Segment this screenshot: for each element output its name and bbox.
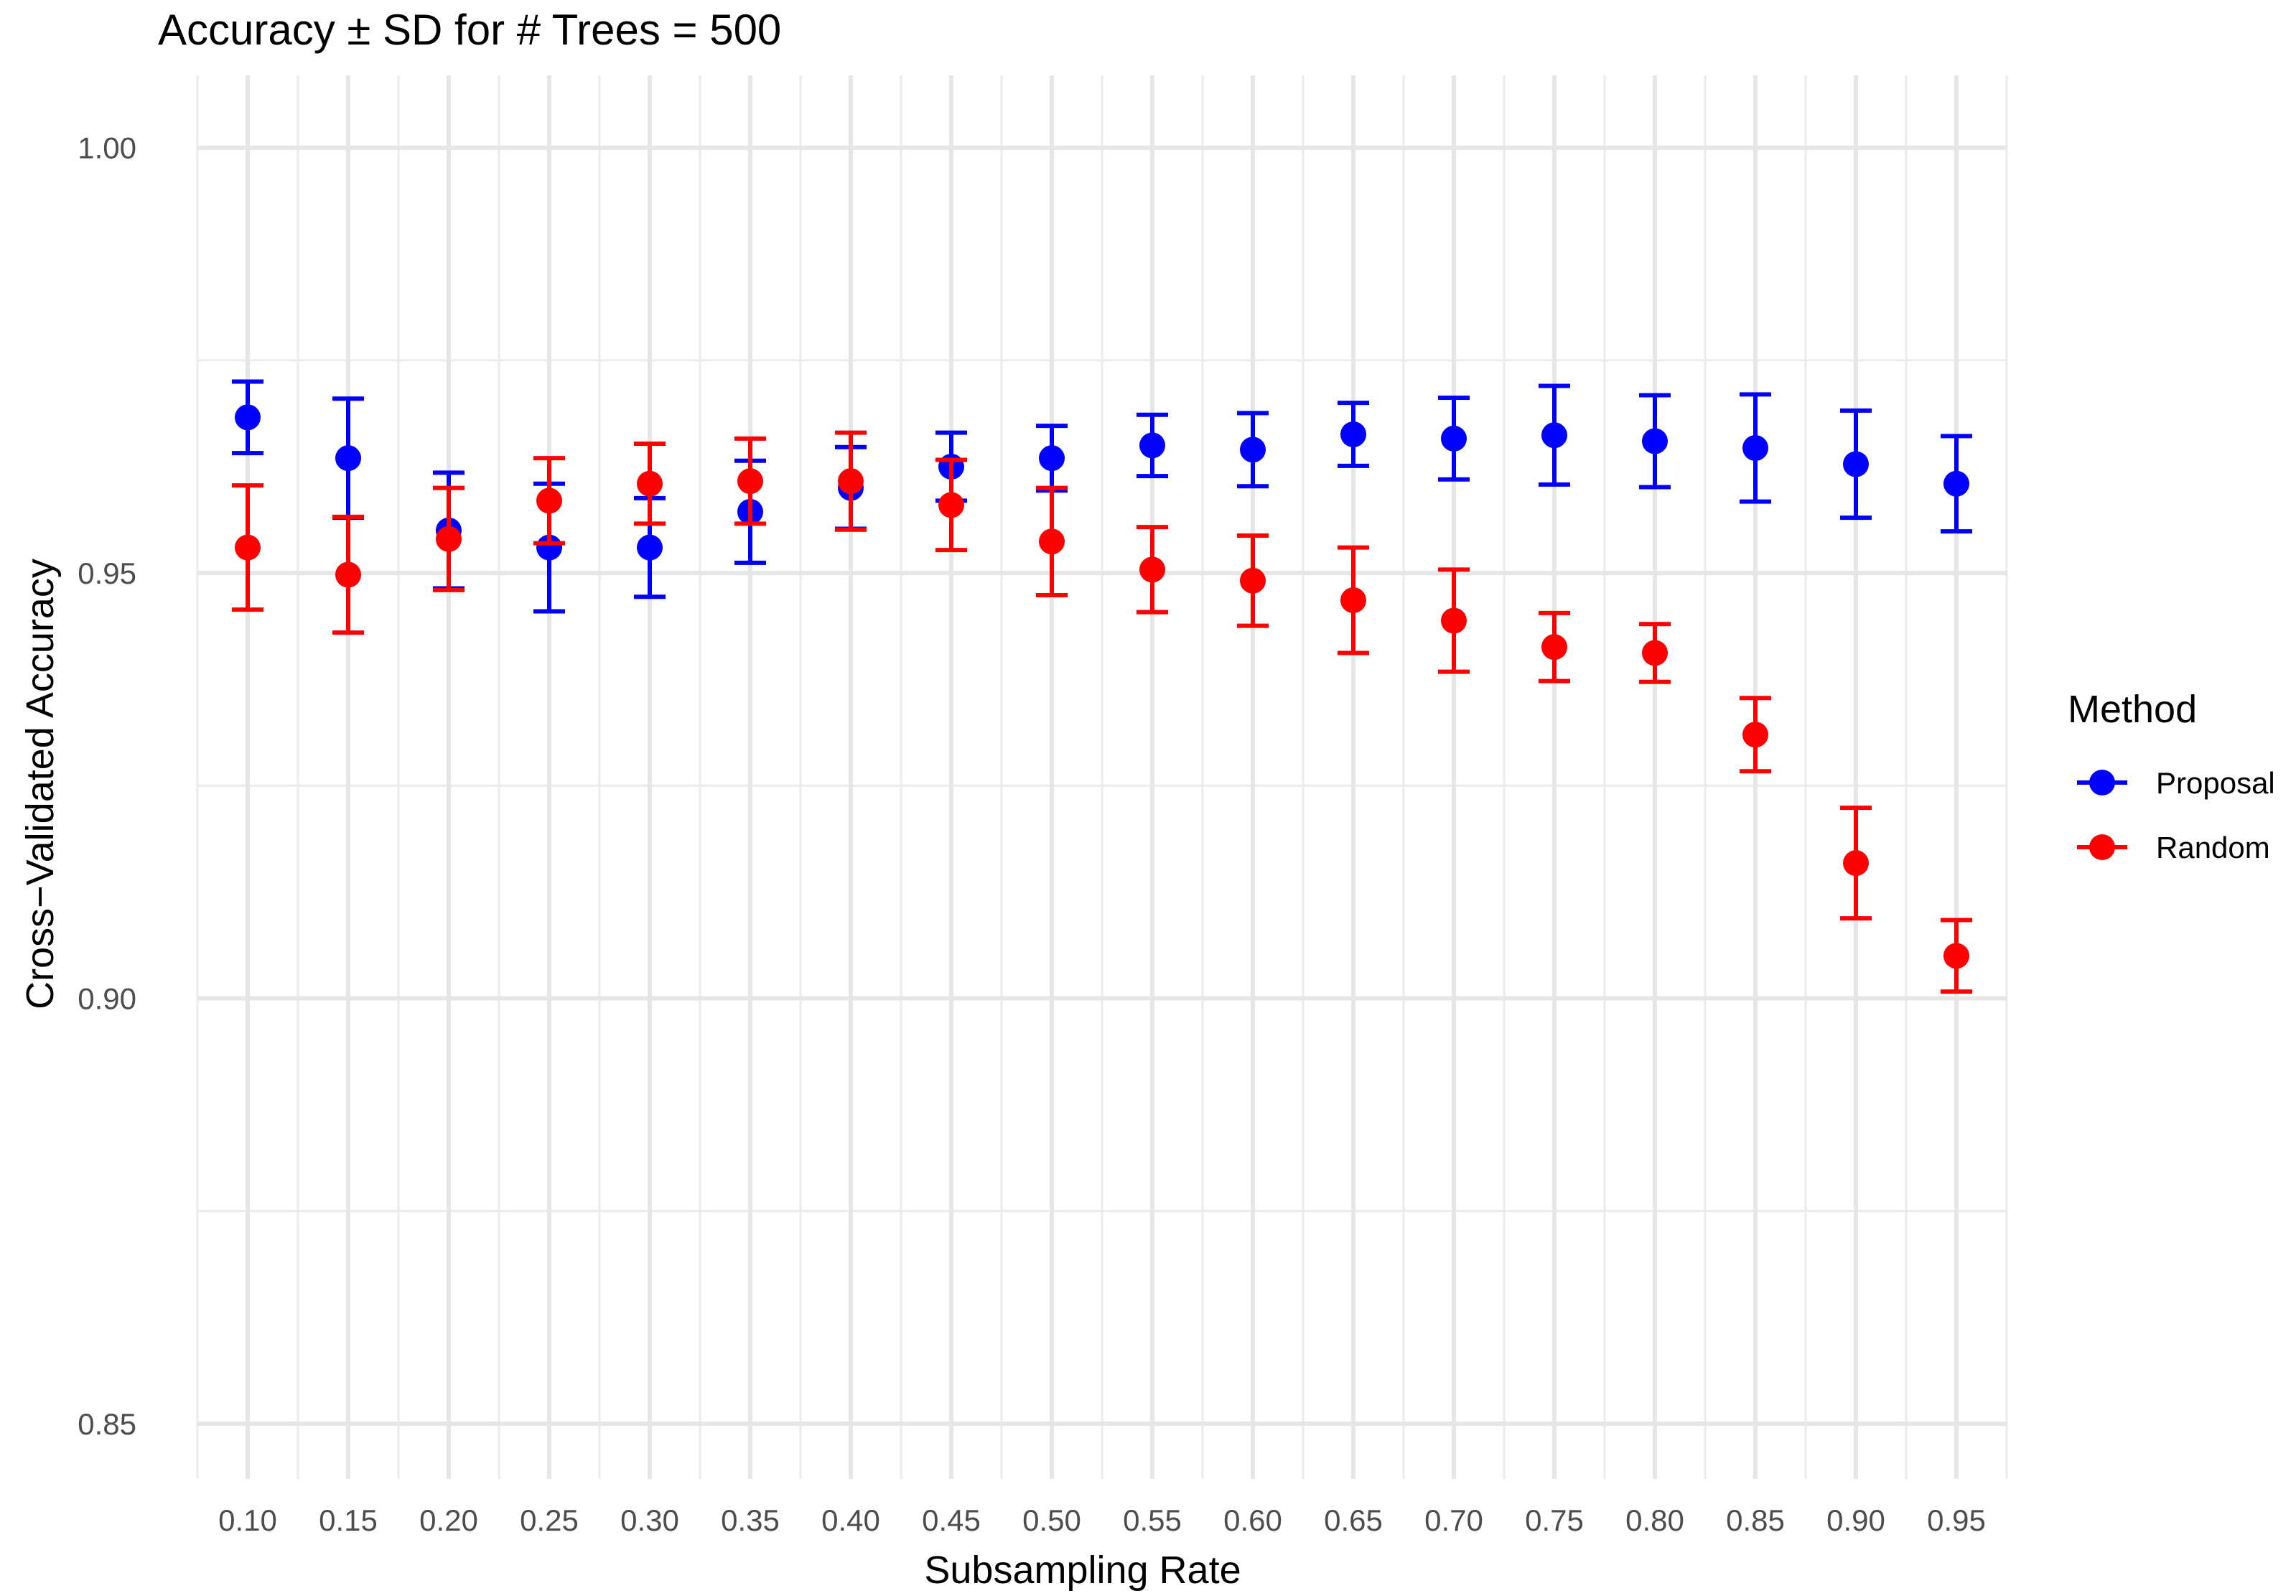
legend-key-point <box>2089 834 2115 860</box>
y-tick-label: 0.90 <box>78 982 136 1016</box>
y-tick-label: 1.00 <box>78 131 136 165</box>
legend-item-proposal: Proposal <box>2077 766 2275 800</box>
x-axis-ticks: 0.10 0.15 0.20 0.25 0.30 0.35 0.40 0.45 0.50 0.55… <box>218 1503 1986 1537</box>
x-tick-label: 0.25 <box>520 1503 579 1537</box>
data-point <box>1441 607 1467 634</box>
data-point <box>637 534 663 561</box>
y-axis-label: Cross−Validated Accuracy <box>19 559 62 1009</box>
data-point <box>1240 567 1266 594</box>
data-point <box>1642 428 1668 454</box>
data-point <box>1039 528 1065 555</box>
data-point <box>1340 421 1366 448</box>
data-point <box>1843 850 1869 877</box>
data-point <box>1541 634 1567 661</box>
series-random <box>232 430 1972 994</box>
x-tick-label: 0.45 <box>922 1503 981 1537</box>
data-point <box>536 487 562 514</box>
series-layer <box>232 379 1972 994</box>
x-axis-label: Subsampling Rate <box>924 1549 1241 1592</box>
legend-label: Proposal <box>2156 766 2275 800</box>
x-tick-label: 0.75 <box>1525 1503 1584 1537</box>
x-tick-label: 0.30 <box>620 1503 679 1537</box>
data-point <box>436 526 462 552</box>
y-tick-label: 0.85 <box>78 1407 136 1441</box>
data-point <box>1139 432 1165 459</box>
legend-title: Method <box>2068 688 2197 731</box>
x-tick-label: 0.20 <box>419 1503 478 1537</box>
x-tick-label: 0.95 <box>1927 1503 1986 1537</box>
legend-items: Proposal Random <box>2077 766 2275 864</box>
legend: Method Proposal Random <box>2068 688 2275 864</box>
data-point <box>335 561 361 588</box>
x-tick-label: 0.65 <box>1324 1503 1383 1537</box>
x-tick-label: 0.80 <box>1625 1503 1684 1537</box>
data-point <box>1742 722 1768 748</box>
grid-major <box>197 75 2007 1479</box>
x-tick-label: 0.40 <box>821 1503 880 1537</box>
data-point <box>536 534 562 561</box>
data-point <box>1340 587 1366 614</box>
data-point <box>1742 434 1768 461</box>
legend-item-random: Random <box>2077 831 2270 864</box>
data-point <box>235 404 261 431</box>
data-point <box>1039 445 1065 472</box>
data-point <box>737 468 763 495</box>
data-point <box>1139 556 1165 583</box>
legend-key-point <box>2089 770 2115 795</box>
data-point <box>1642 640 1668 666</box>
x-tick-label: 0.85 <box>1726 1503 1785 1537</box>
x-tick-label: 0.55 <box>1123 1503 1182 1537</box>
data-point <box>1843 451 1869 477</box>
x-tick-label: 0.50 <box>1022 1503 1081 1537</box>
data-point <box>335 445 361 472</box>
x-tick-label: 0.60 <box>1223 1503 1282 1537</box>
data-point <box>1240 437 1266 463</box>
data-point <box>1943 943 1969 969</box>
data-point <box>235 534 261 561</box>
legend-label: Random <box>2156 831 2270 864</box>
data-point <box>1943 470 1969 497</box>
grid-minor <box>196 75 2008 1479</box>
y-tick-label: 0.95 <box>78 556 136 590</box>
data-point <box>838 468 864 495</box>
data-point <box>938 492 964 518</box>
x-tick-label: 0.10 <box>218 1503 277 1537</box>
data-point <box>1541 422 1567 449</box>
x-tick-label: 0.70 <box>1424 1503 1483 1537</box>
chart-title: Accuracy ± SD for # Trees = 500 <box>158 6 781 54</box>
y-axis-ticks: 0.85 0.90 0.95 1.00 <box>78 131 136 1441</box>
data-point <box>1441 425 1467 452</box>
x-tick-label: 0.35 <box>721 1503 780 1537</box>
data-point <box>637 470 663 497</box>
x-tick-label: 0.15 <box>319 1503 378 1537</box>
x-tick-label: 0.90 <box>1826 1503 1885 1537</box>
